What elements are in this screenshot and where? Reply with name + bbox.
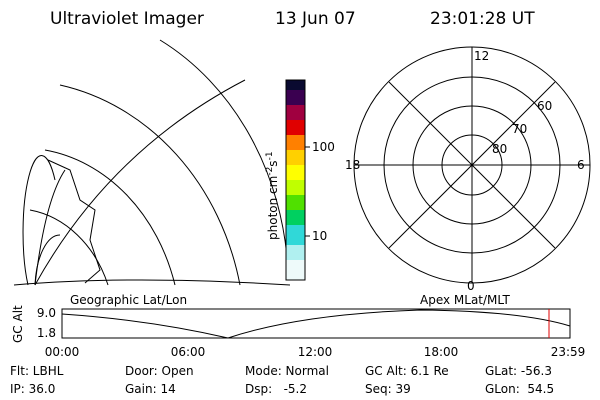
title: Ultraviolet Imager [50, 9, 204, 29]
unit: s [266, 160, 280, 166]
map [13, 39, 291, 286]
x-tick-label: 23:59 [551, 345, 586, 359]
status-item: IP: 36.0 [10, 382, 55, 396]
altitude-strip: Geographic Lat/Lon Apex MLat/MLT GC Alt … [11, 293, 585, 359]
mlt-label: 18 [345, 158, 360, 172]
colorbar-label: photon cm-2s-1 [265, 151, 280, 240]
status-item: Seq: 39 [365, 382, 411, 396]
mlt-label: 6 [577, 158, 585, 172]
axis-label: GC Alt [11, 305, 25, 343]
lat-label: 60 [537, 99, 552, 113]
mlt-label: 12 [474, 49, 489, 63]
lat-label: 70 [512, 122, 527, 136]
date: 13 Jun 07 [275, 9, 356, 29]
exponent: -1 [265, 151, 275, 160]
status-item: Flt: LBHL [10, 364, 64, 378]
x-tick-label: 18:00 [424, 345, 459, 359]
status: Flt: LBHL Door: Open Mode: Normal GC Alt… [10, 364, 554, 396]
x-tick-label: 06:00 [171, 345, 206, 359]
colorbar-tick: 100 [312, 140, 335, 154]
strip-title: Apex MLat/MLT [420, 293, 510, 307]
status-item: GLat: -56.3 [485, 364, 552, 378]
colorbar-tick: 10 [312, 229, 327, 243]
status-item: Gain: 14 [125, 382, 176, 396]
exponent: -2 [265, 167, 275, 176]
colorbar: 100 10 photon cm-2s-1 [265, 79, 335, 281]
lat-label: 80 [492, 142, 507, 156]
status-item: GC Alt: 6.1 Re [365, 364, 449, 378]
y-tick-label: 1.8 [37, 326, 56, 340]
time: 23:01:28 UT [430, 9, 535, 29]
mlt-label: 0 [467, 279, 475, 293]
polar-plot: 12 18 6 0 60 70 80 [345, 46, 591, 293]
status-item: Mode: Normal [245, 364, 329, 378]
unit: photon cm [266, 176, 280, 240]
status-item: Dsp: -5.2 [245, 382, 307, 396]
y-tick-label: 9.0 [37, 306, 56, 320]
status-item: Door: Open [125, 364, 194, 378]
status-item: GLon: 54.5 [485, 382, 554, 396]
x-tick-label: 12:00 [298, 345, 333, 359]
x-tick-label: 00:00 [45, 345, 80, 359]
strip-title: Geographic Lat/Lon [70, 293, 187, 307]
